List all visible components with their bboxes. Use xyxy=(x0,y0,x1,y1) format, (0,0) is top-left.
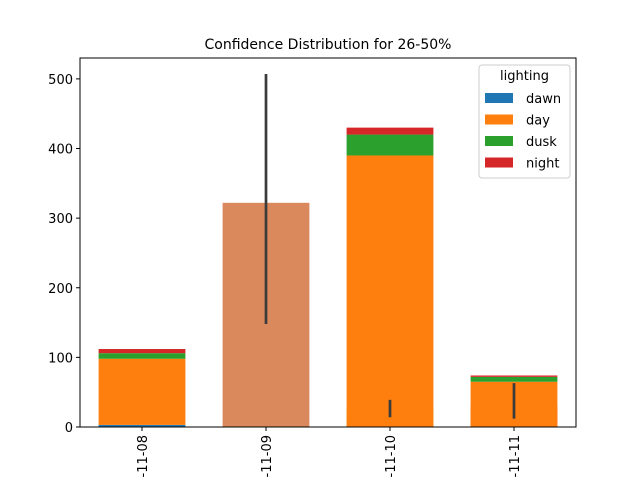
bar-day xyxy=(346,155,434,428)
y-tick-label: 300 xyxy=(48,212,73,227)
bar-dusk xyxy=(98,353,186,359)
legend: lighting dawn day dusk night xyxy=(478,64,571,179)
bar-day xyxy=(98,358,186,425)
y-tick-label: 400 xyxy=(48,143,73,158)
x-tick-label: -11-10 xyxy=(384,435,399,477)
legend-title: lighting xyxy=(500,69,549,84)
axes-frame xyxy=(79,57,577,428)
legend-swatch-night xyxy=(485,157,513,168)
bar-night xyxy=(98,349,186,354)
chart-title: Confidence Distribution for 26-50% xyxy=(205,37,452,53)
legend-swatch-day xyxy=(485,114,513,125)
bar-night xyxy=(470,375,558,377)
legend-label-day: day xyxy=(526,114,550,129)
x-tick-label: -11-09 xyxy=(260,435,275,477)
bar-night xyxy=(346,127,434,135)
y-tick-label: 0 xyxy=(65,421,73,436)
legend-swatch-dawn xyxy=(485,93,513,103)
plot-area xyxy=(98,74,558,428)
x-tick-label: -11-08 xyxy=(136,435,151,477)
legend-label-night: night xyxy=(526,157,559,172)
legend-swatch-dusk xyxy=(485,136,513,146)
bar-dusk xyxy=(346,134,434,156)
y-tick-label: 200 xyxy=(48,282,73,297)
bar-dawn xyxy=(98,424,186,427)
y-tick-label: 500 xyxy=(48,73,73,88)
x-tick-label: -11-11 xyxy=(508,435,523,477)
y-tick-label: 100 xyxy=(48,351,73,366)
axes: 0 100 200 300 400 500 -11-08 -11-09 -11-10 -11-11 xyxy=(48,57,577,477)
legend-label-dawn: dawn xyxy=(526,92,561,107)
legend-label-dusk: dusk xyxy=(526,135,557,150)
bar-dusk xyxy=(470,376,558,382)
